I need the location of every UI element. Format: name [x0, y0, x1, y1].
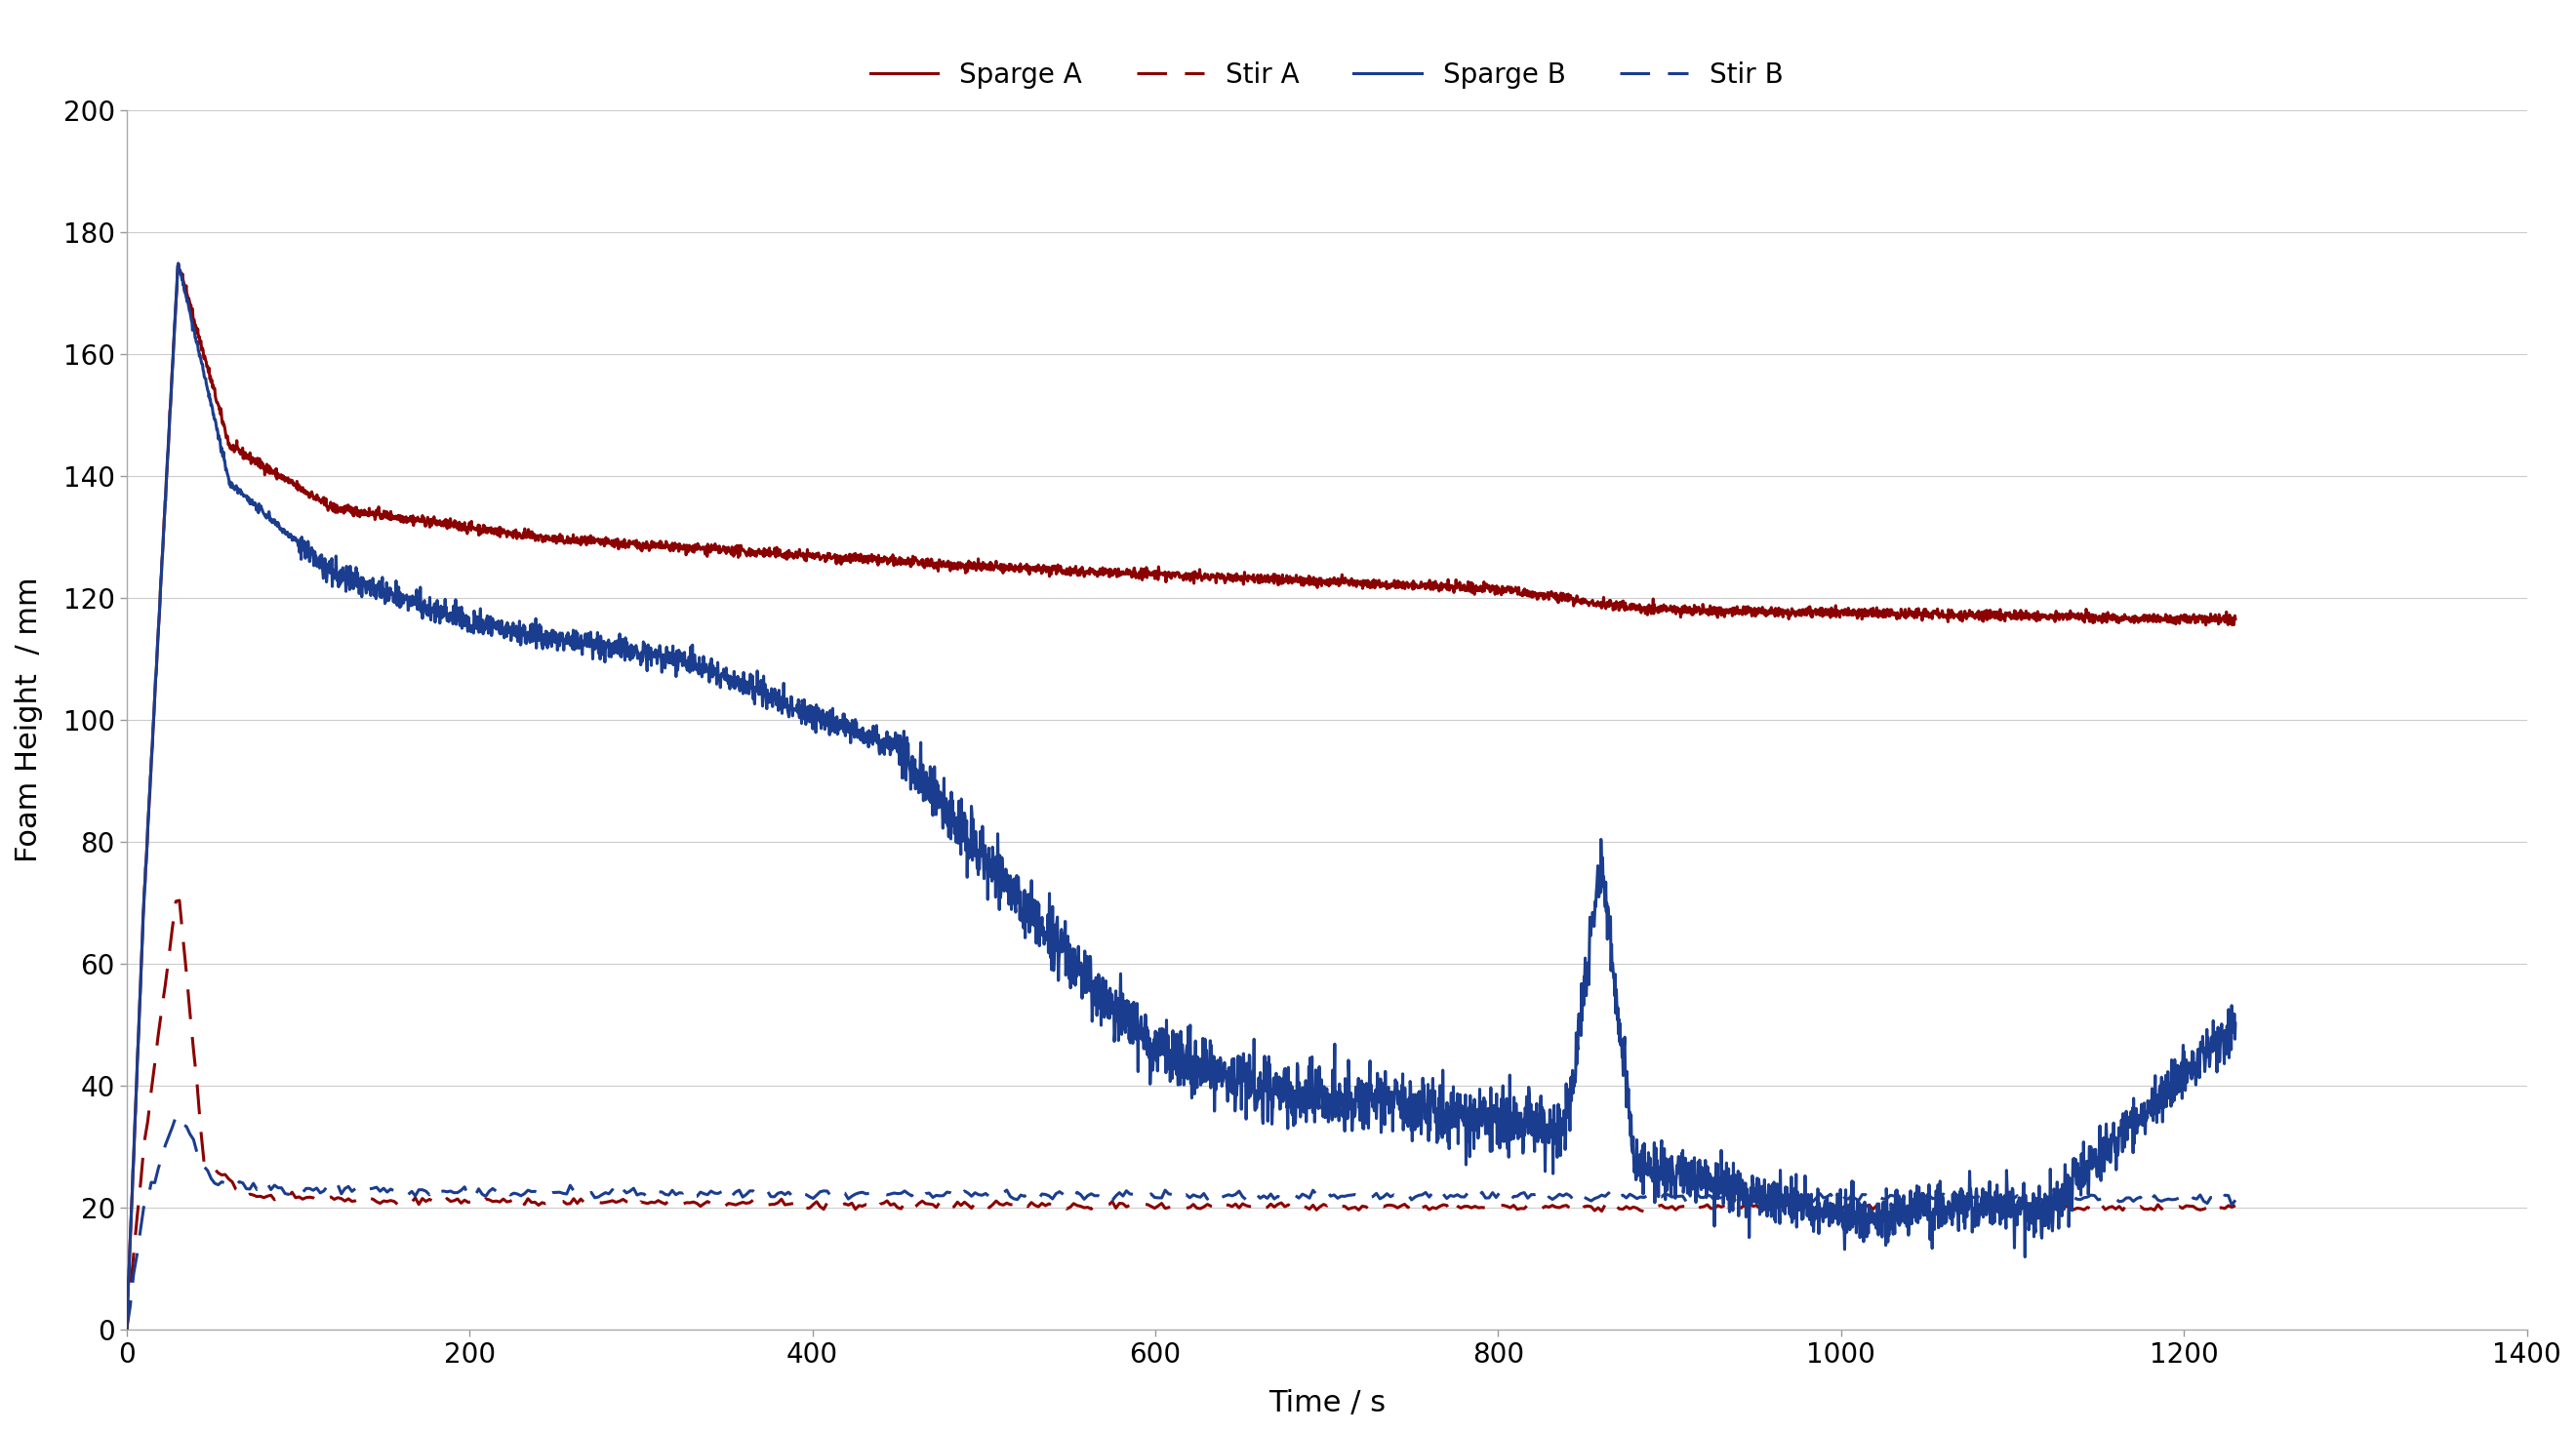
Sparge A [2050, 606, 2081, 623]
Stir A [1703, 1197, 1734, 1214]
Sparge B [1113, 1031, 1144, 1048]
Stir B [111, 1322, 142, 1339]
Line: Stir A: Stir A [126, 901, 2236, 1330]
Stir A [111, 1322, 142, 1339]
Line: Sparge A: Sparge A [126, 263, 2236, 1329]
Sparge B [2050, 1196, 2081, 1213]
Stir B [1358, 1189, 1388, 1206]
Sparge B [111, 1322, 142, 1339]
Stir A [657, 1194, 688, 1211]
Sparge A [1015, 558, 1046, 576]
Stir A [2221, 1197, 2251, 1214]
Stir A [1358, 1197, 1388, 1214]
Sparge A [1643, 601, 1674, 619]
Stir B [1069, 1190, 1100, 1207]
Sparge A [2156, 610, 2187, 627]
Y-axis label: Foam Height  / mm: Foam Height / mm [15, 577, 44, 863]
Sparge B [162, 255, 193, 272]
Line: Stir B: Stir B [126, 1116, 2236, 1330]
Sparge A [2221, 610, 2251, 627]
Stir B [657, 1181, 688, 1199]
Sparge B [2156, 1098, 2187, 1116]
Line: Sparge B: Sparge B [126, 263, 2236, 1330]
Sparge B [1643, 1158, 1674, 1176]
Sparge A [162, 255, 193, 272]
Stir B [1703, 1189, 1734, 1206]
Stir A [1069, 1199, 1100, 1216]
Sparge A [111, 1320, 142, 1337]
Stir B [165, 1107, 196, 1124]
Stir B [1522, 1186, 1553, 1203]
X-axis label: Time / s: Time / s [1267, 1389, 1386, 1418]
Sparge A [997, 560, 1028, 577]
Sparge B [2221, 1015, 2251, 1032]
Sparge B [1015, 896, 1046, 914]
Stir B [2221, 1191, 2251, 1209]
Stir B [487, 1183, 518, 1200]
Stir A [1522, 1196, 1553, 1213]
Sparge B [997, 882, 1028, 899]
Sparge A [1113, 566, 1144, 583]
Stir A [165, 892, 196, 909]
Legend: Sparge A, Stir A, Sparge B, Stir B: Sparge A, Stir A, Sparge B, Stir B [858, 50, 1795, 100]
Stir A [487, 1190, 518, 1207]
